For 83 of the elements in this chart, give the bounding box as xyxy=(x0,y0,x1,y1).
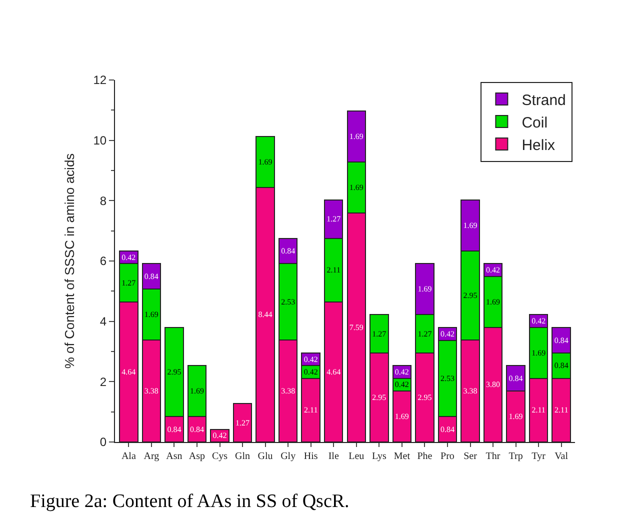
x-tick-label: Ser xyxy=(464,451,478,462)
data-label: 2.53 xyxy=(440,374,454,383)
y-tick-label: 12 xyxy=(93,73,107,88)
x-tick-label: Gln xyxy=(235,451,250,462)
x-tick-label: Met xyxy=(394,451,410,462)
data-label: 1.69 xyxy=(190,386,204,396)
data-label: 1.69 xyxy=(394,412,409,422)
data-label: 1.69 xyxy=(349,132,364,142)
x-tick-label: Cys xyxy=(212,451,228,462)
data-label: 0.84 xyxy=(144,272,158,281)
data-label: 1.27 xyxy=(372,329,386,338)
data-label: 1.69 xyxy=(144,310,158,320)
data-label: 3.38 xyxy=(463,386,478,396)
data-label: 0.42 xyxy=(394,368,409,377)
data-label: 2.11 xyxy=(554,406,568,415)
x-tick-label: Ala xyxy=(121,451,136,462)
data-label: 3.38 xyxy=(144,386,158,396)
data-label: 1.69 xyxy=(486,297,500,306)
data-label: 1.69 xyxy=(532,348,546,358)
legend-label: Strand xyxy=(522,92,566,109)
legend-label: Coil xyxy=(522,114,548,132)
data-label: 0.42 xyxy=(304,368,318,377)
data-label: 2.11 xyxy=(532,406,546,415)
data-label: 3.38 xyxy=(281,386,296,396)
data-label: 0.84 xyxy=(167,424,182,434)
x-tick-label: Leu xyxy=(348,451,364,462)
data-label: 0.42 xyxy=(394,380,409,390)
data-label: 8.44 xyxy=(258,310,272,320)
data-label: 2.11 xyxy=(304,406,318,415)
x-tick-label: Trp xyxy=(508,451,523,462)
x-tick-label: His xyxy=(304,451,318,462)
data-label: 2.95 xyxy=(418,393,432,402)
x-tick-label: Thr xyxy=(486,451,501,462)
x-tick-label: Ile xyxy=(328,451,340,462)
legend-label: Helix xyxy=(522,136,556,154)
data-label: 4.64 xyxy=(122,368,136,377)
data-label: 1.69 xyxy=(508,412,523,422)
y-tick-label: 6 xyxy=(100,254,107,268)
data-label: 0.84 xyxy=(554,336,568,345)
y-tick-label: 0 xyxy=(100,435,107,450)
data-label: 0.84 xyxy=(281,246,296,256)
data-label: 2.95 xyxy=(372,393,386,402)
y-tick-label: 10 xyxy=(93,134,107,148)
data-label: 2.95 xyxy=(463,291,478,300)
data-label: 1.69 xyxy=(258,157,272,166)
x-tick-label: Asp xyxy=(188,451,206,462)
data-label: 0.84 xyxy=(190,424,204,434)
x-tick-label: Lys xyxy=(372,451,386,462)
data-label: 0.84 xyxy=(554,361,568,370)
data-label: 7.59 xyxy=(349,323,364,332)
data-label: 1.27 xyxy=(236,418,250,428)
data-label: 2.53 xyxy=(281,297,296,306)
x-tick-label: Val xyxy=(554,451,568,462)
y-tick-label: 4 xyxy=(100,314,107,329)
data-label: 2.11 xyxy=(326,266,340,275)
data-label: 0.42 xyxy=(212,431,227,440)
x-tick-label: Tyr xyxy=(532,451,546,462)
y-tick-label: 8 xyxy=(100,194,107,208)
data-label: 1.27 xyxy=(418,329,432,338)
caption: Figure 2a: Content of AAs in SS of QscR. xyxy=(30,491,350,512)
x-tick-label: Pro xyxy=(440,451,454,462)
data-label: 1.69 xyxy=(418,284,432,294)
data-label: 0.84 xyxy=(508,374,523,383)
y-tick-label: 2 xyxy=(100,374,107,389)
data-label: 0.42 xyxy=(440,330,454,339)
data-label: 0.84 xyxy=(440,424,454,434)
x-tick-label: Asn xyxy=(166,451,182,462)
data-label: 0.42 xyxy=(304,354,318,364)
x-tick-label: Arg xyxy=(144,451,160,462)
data-label: 3.80 xyxy=(486,380,500,390)
data-label: 0.42 xyxy=(122,252,136,262)
data-label: 1.27 xyxy=(122,278,136,288)
data-label: 1.69 xyxy=(463,221,478,230)
y-axis-title: % of Content of SSSC in amino acids xyxy=(62,152,78,369)
data-label: 1.69 xyxy=(349,183,364,192)
data-label: 1.27 xyxy=(326,214,341,224)
x-tick-label: Phe xyxy=(417,451,433,462)
data-label: 4.64 xyxy=(326,368,341,377)
x-tick-label: Gly xyxy=(280,451,296,462)
data-label: 0.42 xyxy=(532,316,546,326)
x-tick-label: Glu xyxy=(258,451,273,462)
data-label: 2.95 xyxy=(167,368,182,377)
data-label: 0.42 xyxy=(486,266,500,275)
